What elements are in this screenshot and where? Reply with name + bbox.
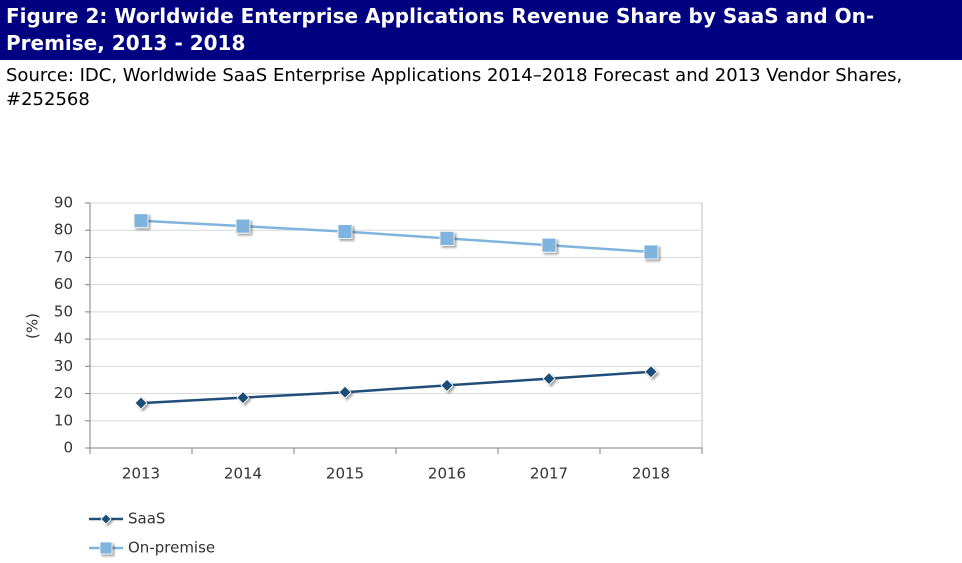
saas-data-point [236,391,250,405]
y-tick-label: 80 [54,221,73,239]
y-tick-label: 20 [54,384,73,402]
on-premise-series-line [140,219,652,254]
gridlines [85,202,703,454]
saas-data-point [440,378,454,392]
legend: SaaS On-premise [89,510,215,557]
y-tick-label: 40 [54,330,73,348]
x-tick-label: 2014 [224,465,262,483]
on-premise-data-point [337,224,353,239]
y-tick-label: 10 [54,411,73,429]
on-premise-data-point [235,218,251,234]
figure-title: Figure 2: Worldwide Enterprise Applicati… [0,0,962,60]
x-tick-label: 2016 [428,465,466,483]
y-tick-label: 60 [54,275,73,293]
series [133,213,659,410]
saas-data-point [542,372,556,386]
x-tick-label: 2013 [122,465,160,483]
y-tick-label: 70 [54,248,73,266]
saas-data-point [644,365,658,379]
on-premise-legend-marker [99,541,113,555]
on-premise-data-point [541,237,557,253]
plot-area [89,202,703,449]
on-premise-data-point [643,244,659,260]
on-premise-data-point [133,213,149,229]
y-tick-label: 0 [63,439,73,457]
y-tick-label: 50 [54,302,73,320]
saas-legend-label: SaaS [128,510,165,528]
saas-data-point [338,385,352,399]
saas-series-line [140,370,652,405]
y-axis-label: (%) [24,313,42,339]
on-premise-data-point [439,230,455,246]
x-tick-label: 2018 [632,465,670,483]
axes [89,203,702,449]
y-tick-label: 90 [54,194,73,212]
x-tick-labels: 2013 2014 2015 2016 2017 2018 [122,465,670,483]
x-tick-label: 2017 [530,465,568,483]
y-tick-labels: 0 10 20 30 40 50 60 70 80 90 [54,194,73,457]
x-tick-label: 2015 [326,465,364,483]
y-tick-label: 30 [54,357,73,375]
saas-legend-marker [100,513,112,525]
saas-data-point [134,396,148,410]
on-premise-legend-label: On-premise [128,539,215,557]
figure-source: Source: IDC, Worldwide SaaS Enterprise A… [6,65,903,110]
